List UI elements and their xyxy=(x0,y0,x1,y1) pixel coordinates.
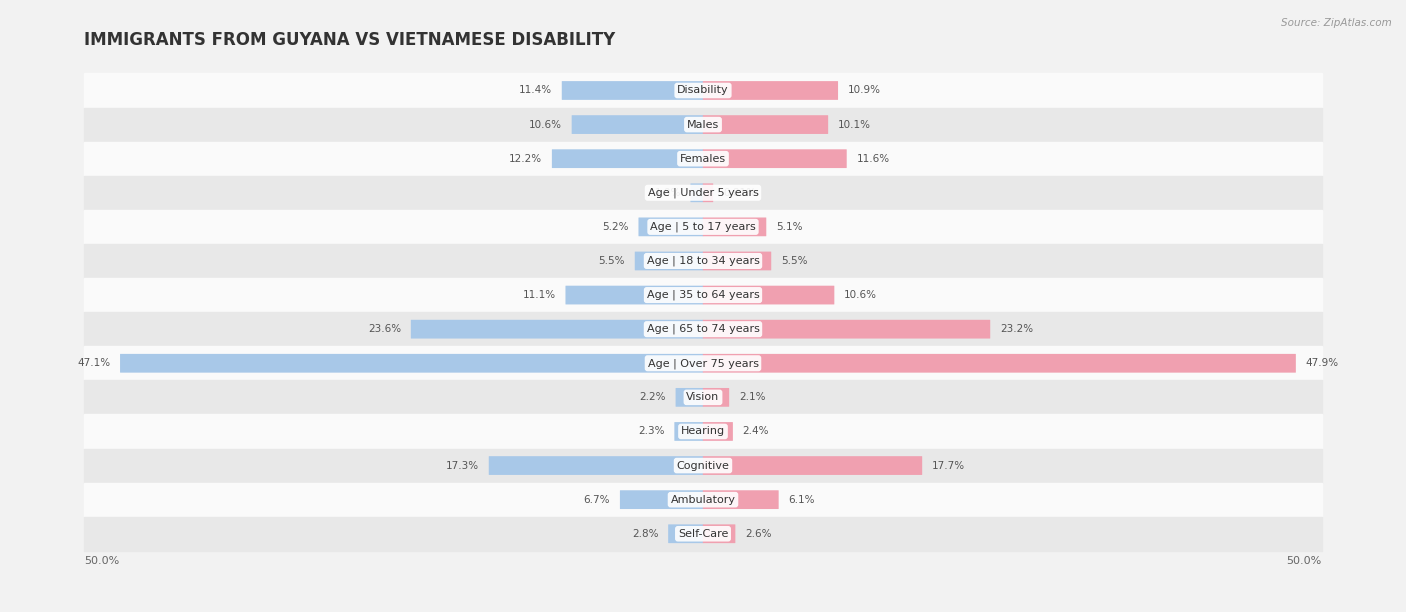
Text: 50.0%: 50.0% xyxy=(1286,556,1322,566)
Bar xyxy=(84,108,1322,141)
Text: 2.6%: 2.6% xyxy=(745,529,772,539)
Text: 17.7%: 17.7% xyxy=(932,461,965,471)
Bar xyxy=(84,414,1322,449)
Text: 2.8%: 2.8% xyxy=(631,529,658,539)
FancyBboxPatch shape xyxy=(634,252,703,271)
Bar xyxy=(84,141,1322,176)
Text: Disability: Disability xyxy=(678,86,728,95)
Bar xyxy=(84,380,1322,414)
Text: Cognitive: Cognitive xyxy=(676,461,730,471)
Text: 5.5%: 5.5% xyxy=(780,256,807,266)
Text: 5.1%: 5.1% xyxy=(776,222,803,232)
Text: 5.2%: 5.2% xyxy=(602,222,628,232)
Text: 6.7%: 6.7% xyxy=(583,494,610,505)
Text: 47.1%: 47.1% xyxy=(77,358,110,368)
FancyBboxPatch shape xyxy=(638,217,703,236)
Text: 5.5%: 5.5% xyxy=(599,256,626,266)
FancyBboxPatch shape xyxy=(565,286,703,304)
Text: 1.0%: 1.0% xyxy=(654,188,681,198)
FancyBboxPatch shape xyxy=(668,524,703,543)
Bar xyxy=(84,210,1322,244)
FancyBboxPatch shape xyxy=(703,422,733,441)
FancyBboxPatch shape xyxy=(703,149,846,168)
FancyBboxPatch shape xyxy=(703,320,990,338)
Text: Age | 18 to 34 years: Age | 18 to 34 years xyxy=(647,256,759,266)
FancyBboxPatch shape xyxy=(562,81,703,100)
FancyBboxPatch shape xyxy=(703,456,922,475)
Bar xyxy=(84,73,1322,108)
Bar xyxy=(84,244,1322,278)
FancyBboxPatch shape xyxy=(703,286,834,304)
Text: 2.4%: 2.4% xyxy=(742,427,769,436)
FancyBboxPatch shape xyxy=(703,490,779,509)
Legend: Immigrants from Guyana, Vietnamese: Immigrants from Guyana, Vietnamese xyxy=(551,608,855,612)
Text: 50.0%: 50.0% xyxy=(84,556,120,566)
Text: Age | 35 to 64 years: Age | 35 to 64 years xyxy=(647,290,759,300)
FancyBboxPatch shape xyxy=(120,354,703,373)
Text: 2.2%: 2.2% xyxy=(640,392,666,402)
FancyBboxPatch shape xyxy=(703,184,713,202)
Text: Vision: Vision xyxy=(686,392,720,402)
FancyBboxPatch shape xyxy=(703,252,772,271)
FancyBboxPatch shape xyxy=(676,388,703,407)
FancyBboxPatch shape xyxy=(703,388,730,407)
Text: Age | Under 5 years: Age | Under 5 years xyxy=(648,187,758,198)
FancyBboxPatch shape xyxy=(489,456,703,475)
Text: 10.9%: 10.9% xyxy=(848,86,880,95)
Text: Males: Males xyxy=(688,119,718,130)
Bar xyxy=(84,483,1322,517)
Text: IMMIGRANTS FROM GUYANA VS VIETNAMESE DISABILITY: IMMIGRANTS FROM GUYANA VS VIETNAMESE DIS… xyxy=(84,31,616,48)
Text: 10.6%: 10.6% xyxy=(844,290,877,300)
Text: Source: ZipAtlas.com: Source: ZipAtlas.com xyxy=(1281,18,1392,28)
Text: 6.1%: 6.1% xyxy=(789,494,815,505)
Text: Ambulatory: Ambulatory xyxy=(671,494,735,505)
FancyBboxPatch shape xyxy=(703,81,838,100)
FancyBboxPatch shape xyxy=(703,115,828,134)
Text: 23.2%: 23.2% xyxy=(1000,324,1033,334)
Text: Self-Care: Self-Care xyxy=(678,529,728,539)
Text: 10.6%: 10.6% xyxy=(529,119,562,130)
FancyBboxPatch shape xyxy=(411,320,703,338)
Text: Age | 65 to 74 years: Age | 65 to 74 years xyxy=(647,324,759,334)
Text: 0.81%: 0.81% xyxy=(723,188,756,198)
FancyBboxPatch shape xyxy=(703,217,766,236)
Bar xyxy=(84,517,1322,551)
Text: 11.4%: 11.4% xyxy=(519,86,553,95)
Text: 12.2%: 12.2% xyxy=(509,154,543,163)
Text: 2.3%: 2.3% xyxy=(638,427,665,436)
Text: 17.3%: 17.3% xyxy=(446,461,479,471)
Text: Hearing: Hearing xyxy=(681,427,725,436)
Text: 11.1%: 11.1% xyxy=(523,290,555,300)
FancyBboxPatch shape xyxy=(553,149,703,168)
Text: 47.9%: 47.9% xyxy=(1306,358,1339,368)
Text: 11.6%: 11.6% xyxy=(856,154,890,163)
Bar xyxy=(84,278,1322,312)
FancyBboxPatch shape xyxy=(620,490,703,509)
FancyBboxPatch shape xyxy=(572,115,703,134)
Text: Age | Over 75 years: Age | Over 75 years xyxy=(648,358,758,368)
Text: 10.1%: 10.1% xyxy=(838,119,870,130)
FancyBboxPatch shape xyxy=(703,354,1296,373)
FancyBboxPatch shape xyxy=(675,422,703,441)
Bar xyxy=(84,312,1322,346)
Bar xyxy=(84,176,1322,210)
Text: 2.1%: 2.1% xyxy=(740,392,765,402)
Text: Females: Females xyxy=(681,154,725,163)
Text: Age | 5 to 17 years: Age | 5 to 17 years xyxy=(650,222,756,232)
Bar xyxy=(84,346,1322,380)
Text: 23.6%: 23.6% xyxy=(368,324,401,334)
FancyBboxPatch shape xyxy=(703,524,735,543)
Bar xyxy=(84,449,1322,483)
FancyBboxPatch shape xyxy=(690,184,703,202)
